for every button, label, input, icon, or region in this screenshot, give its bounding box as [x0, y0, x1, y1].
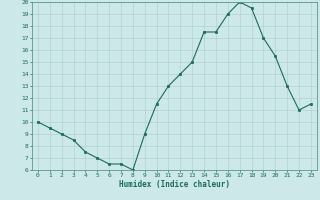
X-axis label: Humidex (Indice chaleur): Humidex (Indice chaleur) — [119, 180, 230, 189]
